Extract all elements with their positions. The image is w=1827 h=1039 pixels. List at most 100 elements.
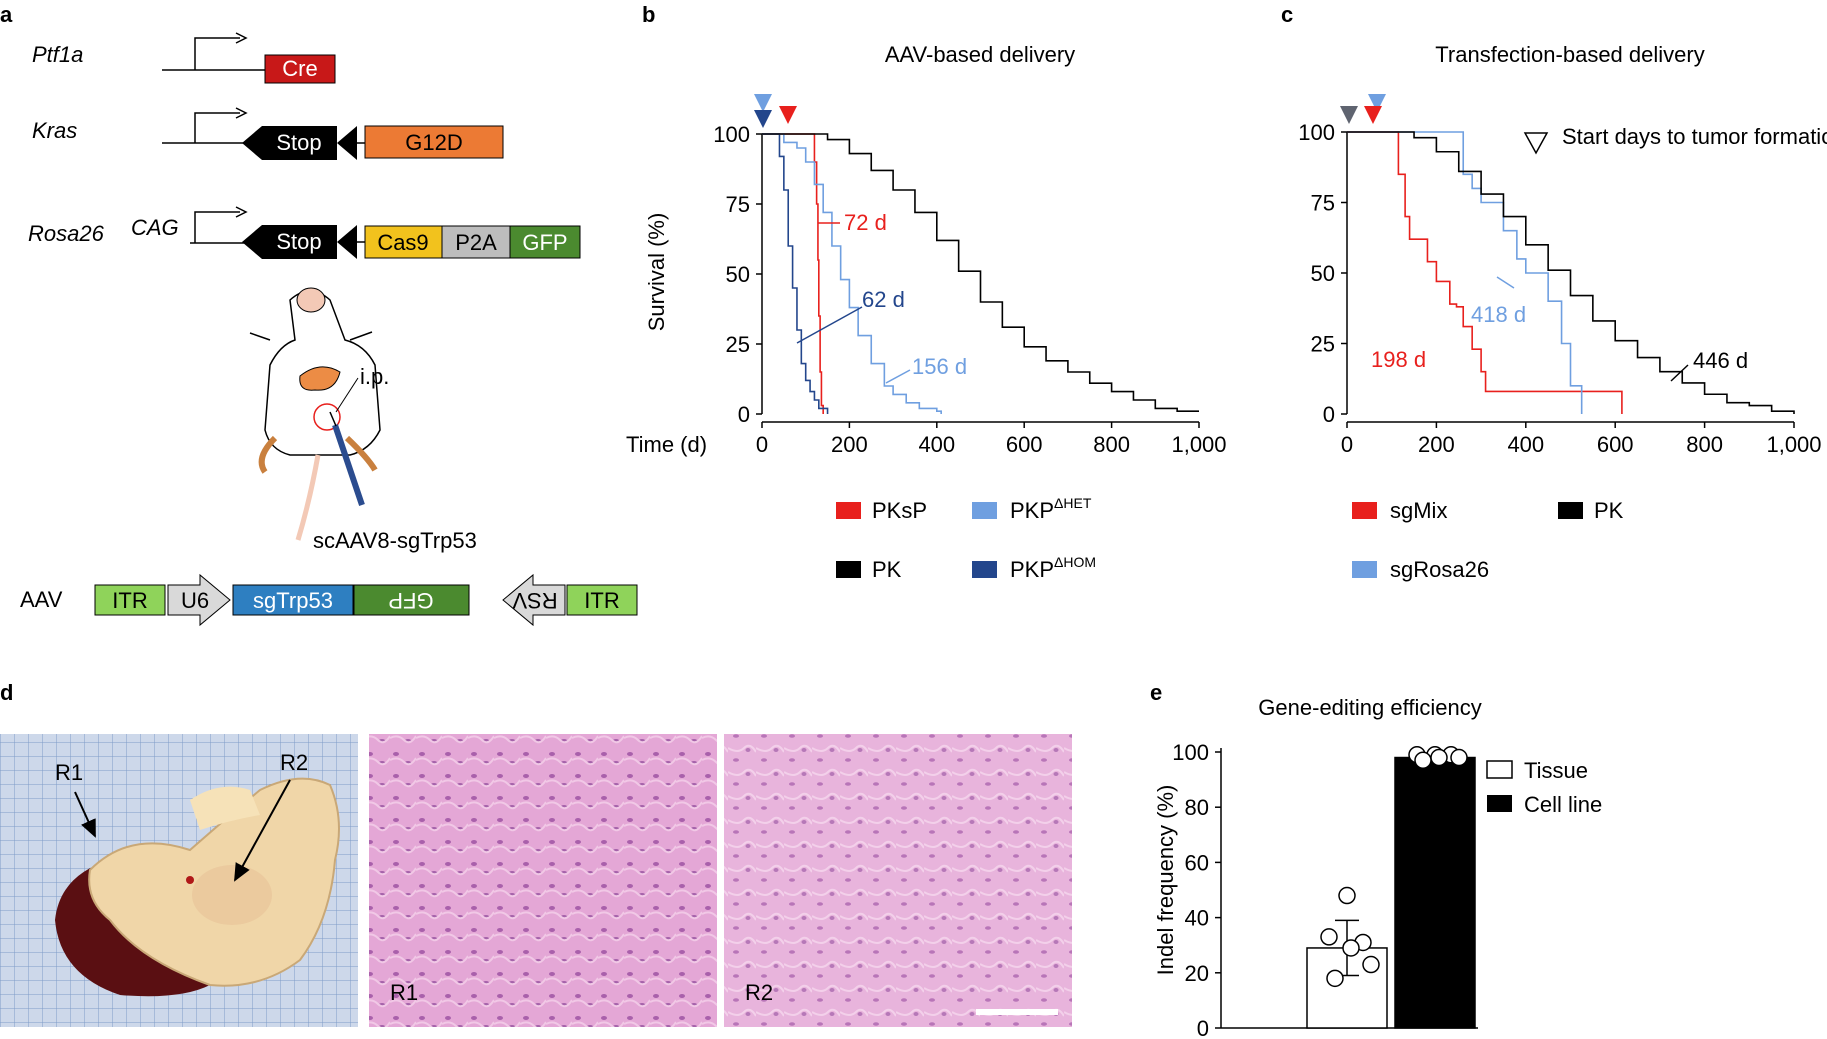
stop-block (262, 126, 337, 160)
cre-label: Cre (282, 56, 317, 81)
rsv-label: RSV (512, 588, 558, 613)
panel-a-letter: a (0, 2, 13, 27)
panel-e-plot: 0 20 40 60 80 100 (1172, 740, 1478, 1039)
panel-c-ytick-label: 50 (1311, 261, 1335, 286)
photo-label-r2: R2 (280, 750, 308, 775)
rsv-promoter-icon (502, 573, 566, 627)
panel-b-xtick-label: 600 (1006, 432, 1043, 457)
loxp-icon (337, 225, 357, 259)
legend-label-pk: PK (872, 557, 902, 582)
scale-bar (976, 1009, 1058, 1015)
start-marker-pksp-icon (779, 106, 797, 124)
panel-c-ytick-label: 100 (1298, 120, 1335, 145)
gfp-block (509, 225, 581, 259)
loxp-icon (337, 126, 357, 160)
panel-e-ytick-label: 0 (1197, 1016, 1209, 1039)
legend-swatch-pksp (836, 502, 861, 519)
legend-swatch-sgrosa26 (1352, 561, 1377, 578)
panel-c-title: Transfection-based delivery (1435, 42, 1704, 67)
stop-label: Stop (276, 229, 321, 254)
data-point-cell-line (1414, 751, 1432, 770)
sgtrp53-label: sgTrp53 (253, 588, 333, 613)
panel-e-ytick-label: 40 (1185, 906, 1209, 931)
g12d-label: G12D (405, 130, 462, 155)
gene-label-rosa26: Rosa26 (28, 221, 105, 246)
panel-e-ytick-label: 100 (1172, 740, 1209, 765)
annotation-pksp-median: 72 d (844, 210, 887, 235)
start-marker-pkp-het-icon (754, 94, 772, 112)
panel-d-letter: d (0, 680, 13, 705)
itr-right-block (566, 584, 638, 616)
legend-label-pkp-het: PKPΔHET (1010, 495, 1092, 523)
data-point-tissue (1362, 955, 1380, 974)
legend-label-pksp: PKsP (872, 498, 927, 523)
aav-vector: ITR U6 sgTrp53 GFP RSV ITR (94, 573, 638, 627)
data-point-cell-line (1450, 748, 1468, 767)
u6-label: U6 (181, 588, 209, 613)
annotation-sgmix-median: 198 d (1371, 347, 1426, 372)
cre-block (264, 54, 336, 84)
stop-block (262, 225, 337, 259)
histology-label-r1: R1 (390, 980, 418, 1005)
histology-label-r2: R2 (745, 980, 773, 1005)
panel-b-series-pksp (762, 133, 824, 414)
panel-e-letter: e (1150, 680, 1162, 705)
gfp-reverse-label: GFP (388, 588, 433, 613)
stop-label: Stop (276, 130, 321, 155)
legend-label-cell-line: Cell line (1524, 792, 1602, 817)
panel-c-xtick-label: 0 (1341, 432, 1353, 457)
ptf1a-construct: Cre (162, 32, 336, 84)
start-marker-pkp-hom-icon (754, 110, 772, 128)
panel-b-letter: b (642, 2, 655, 27)
annotation-pkp-het-median: 156 d (912, 354, 967, 379)
panel-b-ytick-label: 0 (738, 402, 750, 427)
panel-b-ytick-label: 100 (713, 122, 750, 147)
panel-e-ylabel: Indel frequency (%) (1153, 785, 1178, 976)
syringe-icon (332, 424, 365, 506)
loxp-icon (242, 225, 262, 259)
itr-left-label: ITR (112, 588, 147, 613)
legend-swatch-pkp-het (972, 502, 997, 519)
panel-c-series-sgmix (1347, 131, 1623, 414)
panel-b-title: AAV-based delivery (885, 42, 1075, 67)
promoter-arrow-icon (194, 211, 240, 243)
promoter-arrow-icon (194, 37, 240, 70)
legend-swatch-cell-line (1487, 795, 1512, 812)
panel-e-ytick-label: 80 (1185, 795, 1209, 820)
tumor-photo (0, 734, 358, 1027)
panel-b-xtick-label: 0 (756, 432, 768, 457)
panel-c-xtick-label: 1,000 (1766, 432, 1821, 457)
legend-swatch-pk-c (1558, 502, 1583, 519)
panel-c-letter: c (1281, 2, 1293, 27)
legend-swatch-sgmix (1352, 502, 1377, 519)
panel-b-xtick-label: 800 (1093, 432, 1130, 457)
data-point-tissue (1342, 939, 1360, 957)
start-marker-sgmix-icon (1364, 106, 1382, 124)
panel-c-series-sgrosa26 (1347, 131, 1583, 414)
panel-e-ytick-label: 20 (1185, 961, 1209, 986)
itr-left-block (94, 584, 166, 616)
panel-c-xtick-label: 600 (1597, 432, 1634, 457)
promoter-arrow-icon (194, 112, 240, 143)
start-marker-pk-icon (1340, 106, 1358, 124)
panel-b-xlabel: Time (d) (626, 432, 707, 457)
injection-label: i.p. (360, 364, 389, 389)
panel-c-xtick-label: 200 (1418, 432, 1455, 457)
promoter-label-cag: CAG (131, 215, 179, 240)
panel-b-plot: 0 25 50 75 100 0 200 400 600 800 1,000 (713, 94, 1227, 457)
legend-label-sgrosa26: sgRosa26 (1390, 557, 1489, 582)
panel-b-xtick-label: 400 (918, 432, 955, 457)
panel-b-series-pk (762, 133, 1199, 412)
panel-b-series-pkp-hom (762, 133, 829, 414)
annotation-pkp-hom-leader (796, 306, 863, 344)
panel-b-ytick-label: 50 (726, 262, 750, 287)
panel-b-xtick-label: 1,000 (1171, 432, 1226, 457)
data-point-tissue (1338, 886, 1356, 905)
gfp-label: GFP (522, 230, 567, 255)
panel-c-ytick-label: 25 (1311, 332, 1335, 357)
photo-label-r1: R1 (55, 760, 83, 785)
rosa26-construct: Stop Cas9 P2A GFP (190, 206, 581, 259)
loxp-icon (242, 126, 262, 160)
panel-c-xtick-label: 800 (1686, 432, 1723, 457)
